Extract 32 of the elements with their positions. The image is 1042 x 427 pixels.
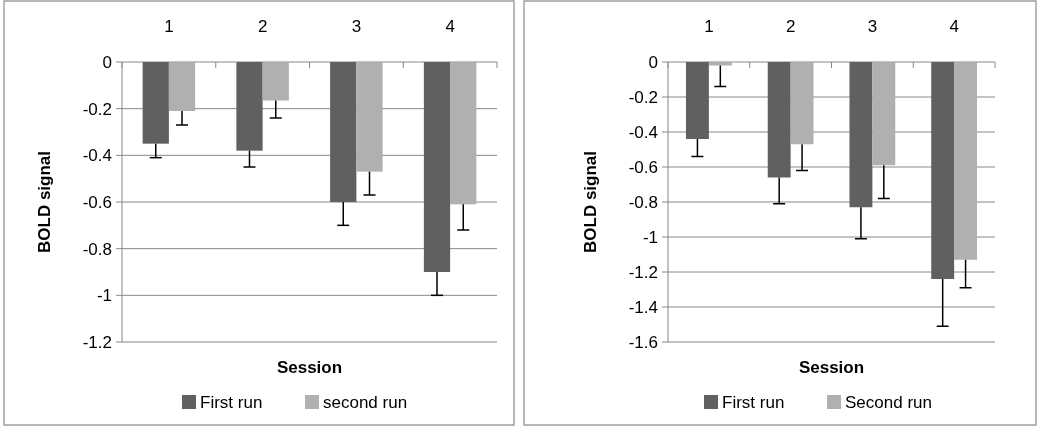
- y-tick-label: -0.6: [82, 192, 112, 212]
- x-tick-label: 1: [704, 17, 714, 36]
- y-tick-label: -0.6: [628, 157, 658, 177]
- x-tick-label: 3: [867, 17, 878, 36]
- x-tick-label: 4: [445, 17, 455, 36]
- x-axis-title: Session: [798, 358, 865, 377]
- x-axis-title: Session: [276, 358, 343, 377]
- y-tick-label: -0.2: [82, 99, 112, 119]
- y-tick-label: -0.8: [82, 239, 112, 259]
- y-axis-title: BOLD signal: [35, 150, 54, 254]
- x-tick-label: 4: [949, 17, 959, 36]
- y-tick-label: -1: [96, 286, 112, 306]
- y-tick-label: -0.4: [628, 122, 658, 142]
- x-tick-label: 2: [785, 17, 796, 36]
- y-axis-title: BOLD signal: [581, 150, 600, 254]
- legend-label: First run: [722, 393, 785, 412]
- y-tick-label: -1.4: [628, 297, 658, 317]
- y-tick-label: -1.2: [82, 332, 112, 352]
- y-tick-label: -0.8: [628, 192, 658, 212]
- y-tick-label: -0.2: [628, 87, 658, 107]
- y-tick-label: -1: [642, 227, 658, 247]
- y-tick-label: -1.6: [628, 332, 658, 352]
- y-tick-label: 0: [102, 52, 112, 72]
- legend-label: Second run: [845, 393, 932, 412]
- legend-label: second run: [323, 393, 408, 412]
- x-tick-label: 1: [164, 17, 174, 36]
- x-tick-label: 2: [257, 17, 268, 36]
- legend-label: First run: [200, 393, 263, 412]
- x-tick-label: 3: [351, 17, 362, 36]
- y-tick-label: 0: [648, 52, 658, 72]
- y-tick-label: -0.4: [82, 146, 112, 166]
- y-tick-label: -1.2: [628, 262, 658, 282]
